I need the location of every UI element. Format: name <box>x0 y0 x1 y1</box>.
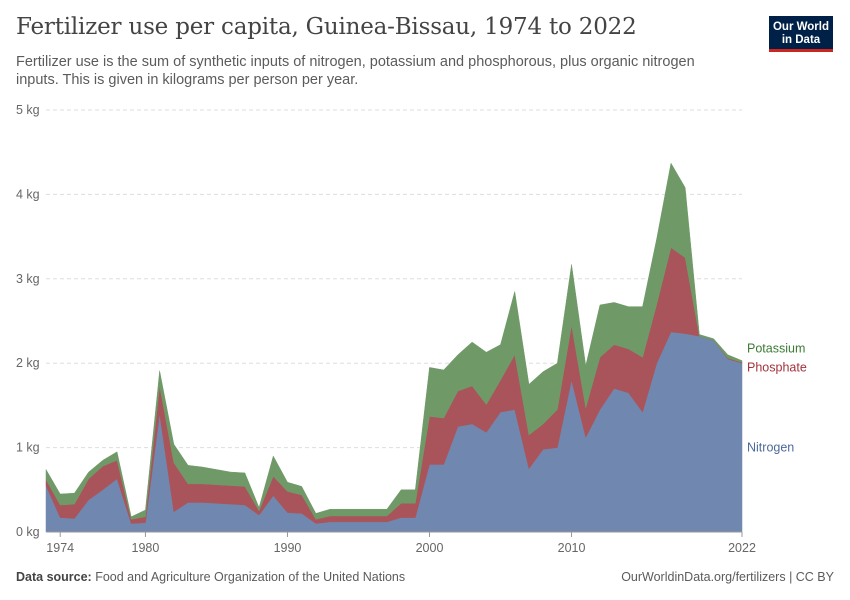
stacked-area-chart[interactable]: 0 kg 1 kg 2 kg 3 kg 4 kg 5 kg 1974 1980 1990 2000… <box>0 0 850 560</box>
y-tick-label: 5 kg <box>16 103 40 117</box>
data-source: Data source: Food and Agriculture Organi… <box>16 570 405 584</box>
y-tick-label: 3 kg <box>16 272 40 286</box>
logo-line-1: Our World <box>772 21 829 33</box>
legend-potassium[interactable]: Potassium <box>747 342 805 356</box>
chart-subtitle: Fertilizer use is the sum of synthetic i… <box>16 54 695 88</box>
chart-title: Fertilizer use per capita, Guinea-Bissau… <box>16 14 637 40</box>
x-tick-label: 1990 <box>274 541 302 555</box>
y-tick-label: 4 kg <box>16 187 40 201</box>
data-source-text: Food and Agriculture Organization of the… <box>95 570 406 584</box>
legend-nitrogen[interactable]: Nitrogen <box>747 441 794 455</box>
x-tick-label: 1974 <box>46 541 74 555</box>
x-tick-label: 1980 <box>132 541 160 555</box>
x-tick-label: 2000 <box>416 541 444 555</box>
area-potassium[interactable] <box>45 162 743 520</box>
legend: Nitrogen Phosphate Potassium <box>747 342 807 455</box>
y-tick-label: 1 kg <box>16 441 40 455</box>
x-tick-label: 2010 <box>558 541 586 555</box>
owid-logo[interactable]: Our World in Data <box>769 16 833 52</box>
axes: 0 kg 1 kg 2 kg 3 kg 4 kg 5 kg 1974 1980 1990 2000… <box>16 103 756 555</box>
y-tick-label: 2 kg <box>16 356 40 370</box>
data-source-label: Data source: <box>16 570 92 584</box>
legend-phosphate[interactable]: Phosphate <box>747 361 807 375</box>
footer-url-license[interactable]: OurWorldinData.org/fertilizers | CC BY <box>621 570 834 584</box>
logo-line-2: in Data <box>781 33 821 46</box>
area-layer <box>45 162 743 533</box>
y-tick-label: 0 kg <box>16 525 40 539</box>
x-tick-label: 2022 <box>728 541 756 555</box>
